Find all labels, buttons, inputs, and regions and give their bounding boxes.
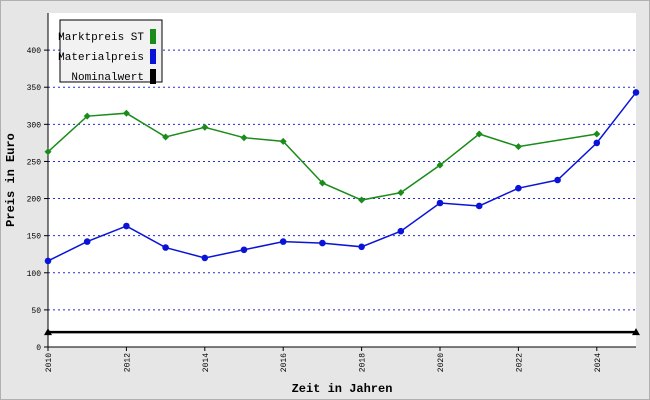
point (279, 137, 287, 145)
point (515, 184, 522, 192)
x-tick-label: 2010 (45, 353, 54, 372)
legend-label: Nominalwert (71, 72, 144, 84)
x-tick-label: 2024 (594, 353, 603, 372)
point (358, 196, 366, 204)
x-tick-label: 2020 (437, 353, 446, 372)
point (240, 134, 248, 142)
y-tick-label: 300 (27, 121, 42, 130)
y-tick-label: 350 (27, 84, 42, 93)
x-tick-label: 2012 (123, 353, 132, 372)
point (436, 161, 444, 169)
point (593, 130, 601, 138)
point (83, 238, 91, 245)
y-axis-title: Preis in Euro (4, 133, 18, 227)
y-tick-label: 250 (27, 158, 42, 167)
series-line (47, 91, 637, 262)
point (436, 199, 444, 207)
point (475, 202, 483, 210)
point (162, 133, 170, 141)
point (44, 257, 52, 265)
point (318, 179, 326, 187)
y-tick-label: 100 (27, 270, 42, 279)
point (358, 243, 365, 251)
point (475, 130, 483, 138)
x-axis-title: Zeit in Jahren (292, 382, 393, 396)
point (632, 328, 640, 336)
series-line (47, 112, 597, 201)
point (162, 244, 169, 251)
point (593, 139, 601, 147)
point (201, 254, 209, 262)
y-tick-label: 50 (31, 307, 41, 316)
point (397, 189, 405, 197)
legend-swatch (150, 49, 156, 64)
point (240, 246, 248, 254)
y-tick-label: 200 (27, 196, 42, 205)
point (83, 112, 91, 120)
point (632, 89, 640, 96)
point (554, 176, 561, 184)
legend-swatch (150, 29, 156, 44)
point (44, 328, 52, 336)
point (319, 239, 326, 247)
point (514, 143, 522, 151)
x-tick-label: 2016 (280, 353, 289, 372)
x-tick-label: 2018 (359, 353, 368, 372)
point (122, 109, 130, 117)
legend-label: Materialpreis (58, 52, 144, 64)
y-tick-label: 400 (27, 47, 42, 56)
point (397, 227, 405, 235)
legend: Marktpreis ST Materialpreis Nominalwert (58, 19, 163, 84)
point (123, 222, 130, 230)
point (201, 123, 209, 131)
legend-label: Marktpreis ST (58, 32, 144, 44)
x-tick-label: 2014 (202, 353, 211, 372)
y-tick-label: 0 (36, 344, 41, 353)
point (279, 238, 287, 245)
point (44, 148, 52, 156)
x-tick-label: 2022 (515, 353, 524, 372)
y-tick-label: 150 (27, 233, 42, 242)
legend-swatch (150, 69, 156, 84)
legend-box (59, 19, 163, 83)
